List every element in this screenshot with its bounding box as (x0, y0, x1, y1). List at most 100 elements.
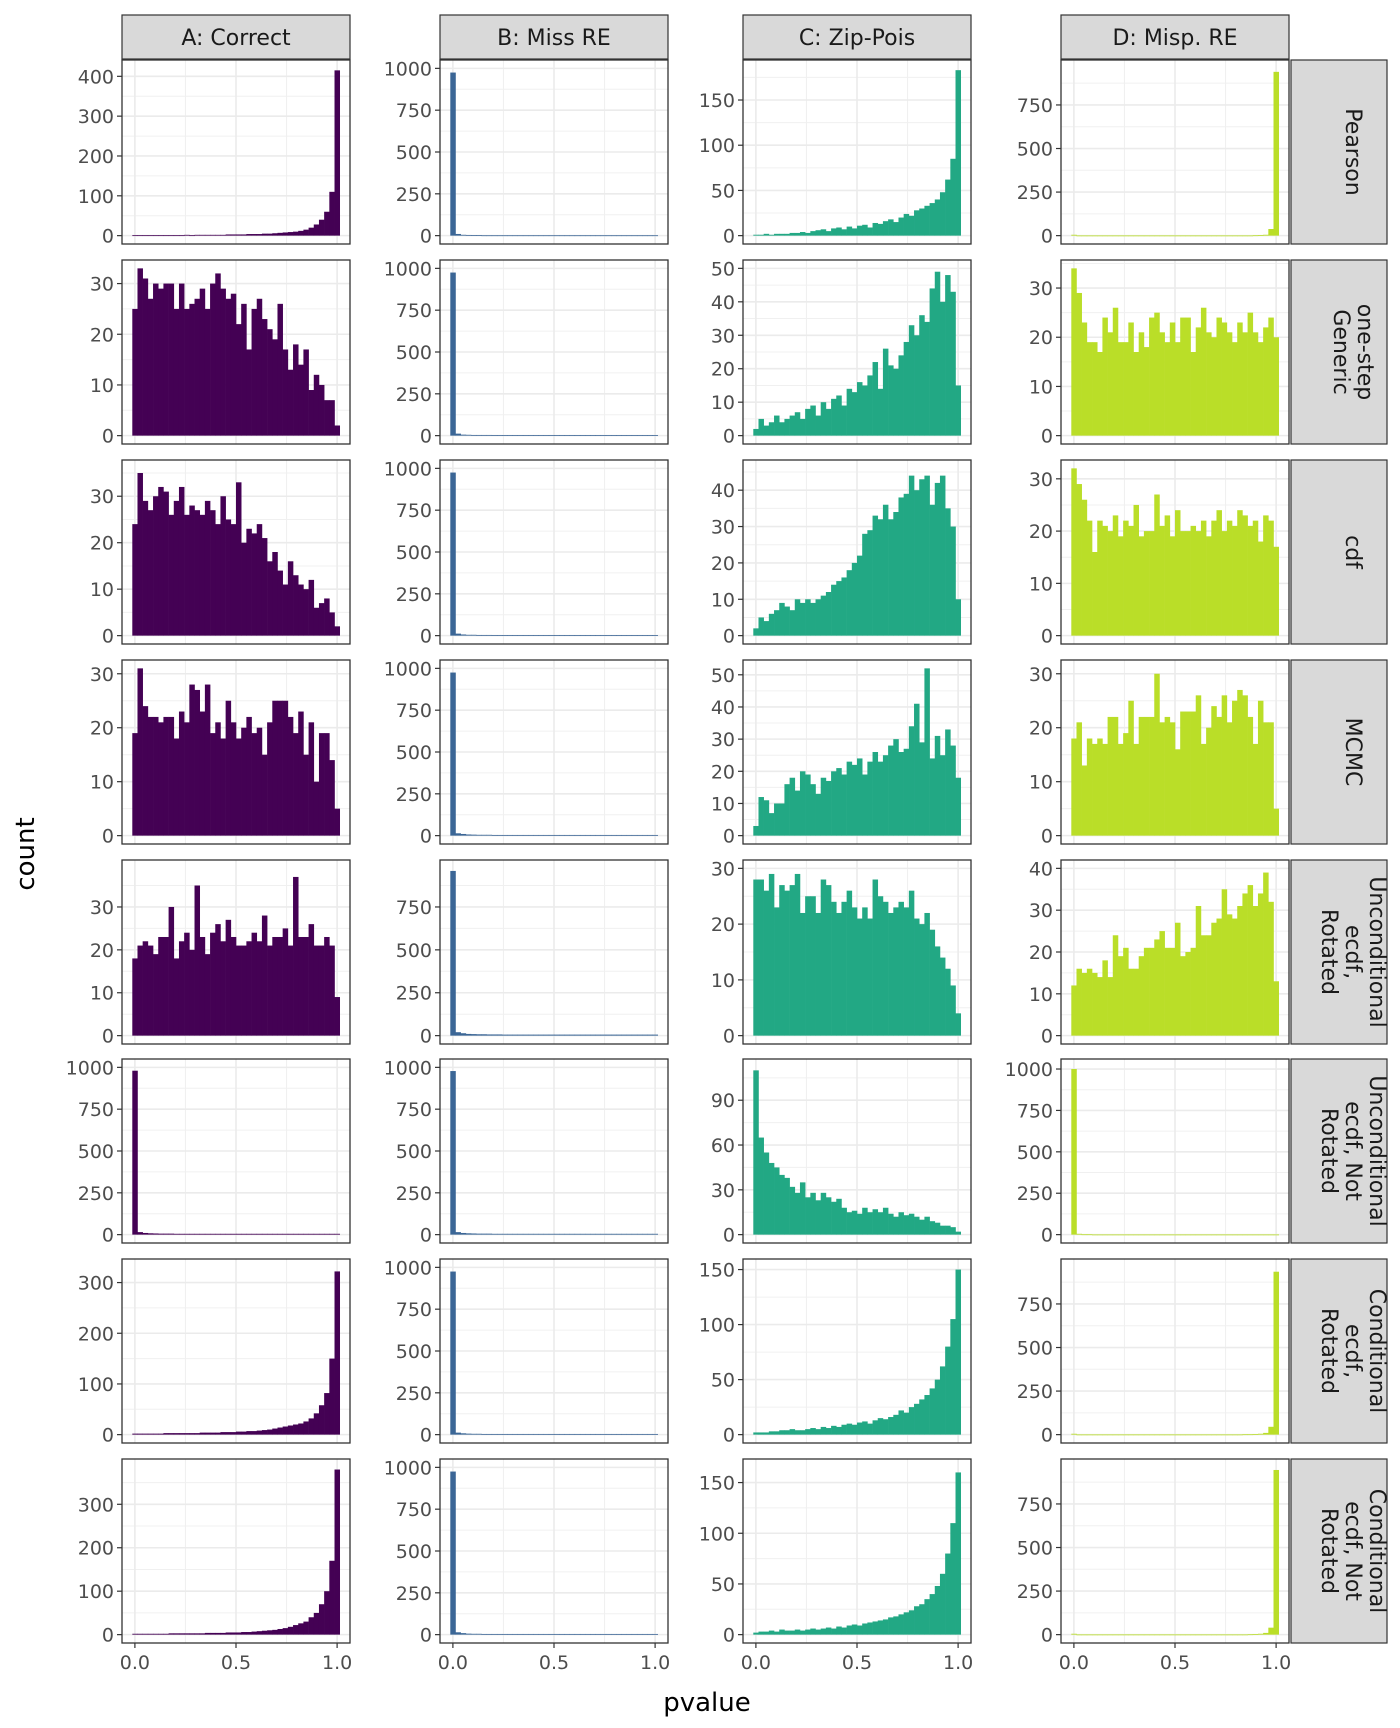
histogram-bar (1247, 235, 1254, 237)
histogram-bar (862, 1207, 868, 1235)
histogram-bar (476, 235, 482, 236)
histogram-bar (220, 496, 226, 636)
histogram-bar (1081, 1434, 1088, 1436)
panel-border (1060, 1258, 1290, 1444)
histogram-bar (210, 283, 216, 436)
histogram-bar (1159, 722, 1165, 836)
histogram-bar (1185, 531, 1191, 636)
panel-border (1060, 1058, 1290, 1244)
histogram-bar (1257, 1633, 1264, 1635)
histogram-bar (642, 1034, 648, 1036)
row-strip-label: ecdf, (1340, 1324, 1365, 1378)
histogram-bar (753, 234, 759, 236)
histogram-bar (934, 1222, 941, 1235)
histogram-bar (502, 1433, 508, 1435)
histogram-bar (324, 598, 330, 636)
histogram-bar (1076, 1434, 1082, 1436)
histogram-bar (585, 834, 591, 836)
histogram-bar (611, 834, 617, 836)
histogram-bar (512, 1034, 519, 1036)
histogram-bar (846, 226, 853, 236)
histogram-bar (924, 1395, 930, 1435)
histogram-bar (471, 634, 477, 636)
histogram-bar (1257, 1433, 1264, 1435)
y-tick-label: 1000 (384, 1057, 432, 1079)
histogram-bar (1216, 1234, 1222, 1236)
histogram-bar (1117, 342, 1124, 436)
histogram-bar (867, 918, 873, 1036)
histogram-bar (168, 1633, 175, 1635)
histogram-bar (1206, 332, 1212, 436)
histogram-bar (600, 1433, 607, 1435)
histogram-bar (554, 1233, 560, 1235)
y-tick-label: 30 (1029, 469, 1053, 491)
histogram-bar (877, 1212, 884, 1235)
histogram-bar (574, 235, 581, 237)
histogram-bar (178, 711, 185, 836)
histogram-bar (888, 745, 894, 836)
histogram-bar (929, 1388, 936, 1435)
histogram-bar (647, 1034, 653, 1036)
histogram-bar (1226, 1634, 1233, 1636)
histogram-bar (794, 232, 801, 236)
histogram-bar (132, 1433, 138, 1435)
histogram-bar (298, 1233, 304, 1235)
column-strip (121, 14, 351, 60)
histogram-bar (768, 234, 775, 236)
histogram-bar (888, 1417, 894, 1435)
panel-border (1060, 659, 1290, 845)
histogram-bar (261, 538, 268, 636)
histogram-bar (137, 473, 143, 636)
histogram-bar (579, 1433, 586, 1435)
histogram-bar (1133, 235, 1140, 237)
histogram-bar (491, 1433, 498, 1435)
histogram-bar (789, 232, 796, 236)
histogram-bar (528, 1633, 534, 1635)
histogram-bar (1175, 235, 1181, 237)
histogram-bar (1247, 885, 1254, 1036)
histogram-bar (476, 1633, 482, 1635)
y-tick-label: 750 (396, 1299, 432, 1321)
y-tick-label: 250 (396, 384, 432, 406)
histogram-bar (652, 834, 659, 836)
histogram-bar (1221, 1234, 1228, 1236)
histogram-bar (303, 229, 309, 236)
histogram-bar (564, 635, 570, 636)
histogram-bar (137, 1633, 143, 1635)
histogram-bar (626, 1433, 633, 1435)
histogram-bar (225, 519, 232, 636)
histogram-bar (647, 235, 653, 237)
y-tick-label: 0 (102, 1625, 114, 1647)
histogram-bar (303, 349, 309, 436)
y-tick-label: 40 (711, 480, 735, 502)
histogram-bar (815, 599, 822, 636)
y-tick-label: 10 (90, 579, 114, 601)
histogram-bar (481, 1633, 487, 1635)
y-tick-label: 10 (1029, 573, 1053, 595)
histogram-bar (642, 1433, 648, 1435)
x-tick-label: 0.5 (539, 1652, 569, 1674)
histogram-bar (1081, 972, 1088, 1036)
histogram-bar (647, 1633, 653, 1635)
histogram-bar (507, 1633, 513, 1635)
histogram-bar (851, 228, 858, 236)
y-tick-label: 750 (396, 1099, 432, 1121)
histogram-bar (882, 1419, 889, 1435)
histogram-bar (522, 1433, 529, 1435)
histogram-bar (293, 1233, 299, 1235)
panel-border (1060, 259, 1290, 445)
histogram-bar (600, 635, 607, 636)
histogram-bar (1164, 1634, 1171, 1636)
histogram-bar (272, 936, 278, 1036)
histogram-bar (303, 754, 309, 836)
histogram-bar (1159, 525, 1165, 636)
histogram-bar (857, 1625, 863, 1635)
histogram-bar (1247, 1234, 1254, 1236)
histogram-bar (857, 758, 863, 836)
histogram-bar (450, 1471, 456, 1635)
y-tick-label: 20 (1029, 942, 1053, 964)
histogram-bar (1195, 906, 1202, 1036)
y-axis-title: count (11, 817, 41, 890)
histogram-bar (1237, 1434, 1243, 1436)
histogram-bar (517, 834, 524, 836)
